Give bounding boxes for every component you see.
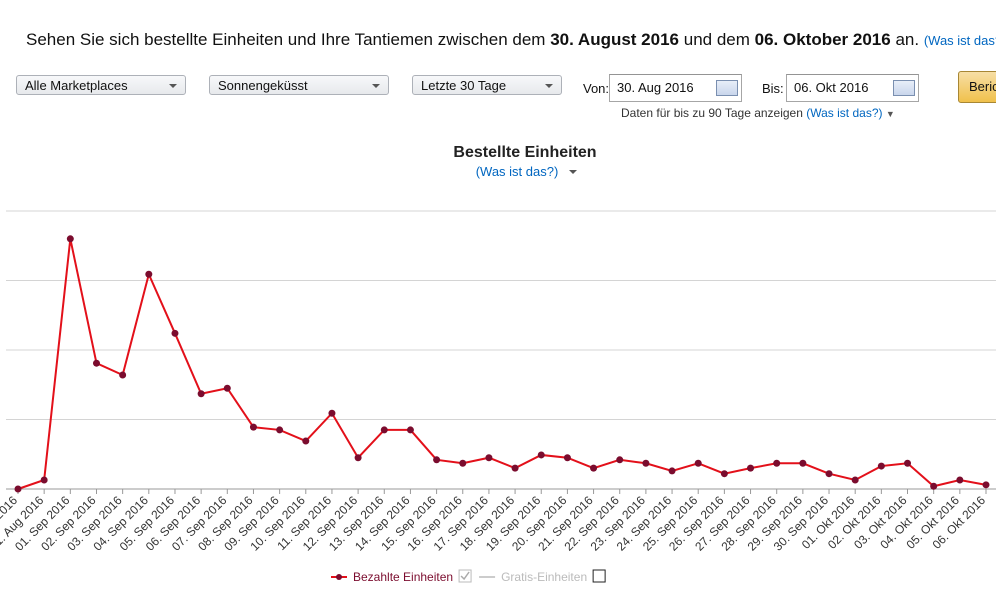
select-text: Sonnengeküsst xyxy=(218,78,308,93)
note-text: Daten für bis zu 90 Tage anzeigen xyxy=(621,106,803,120)
data-point xyxy=(511,464,519,472)
data-point xyxy=(825,470,833,478)
data-point xyxy=(249,423,257,431)
data-point xyxy=(14,485,22,493)
data-point xyxy=(197,390,205,398)
data-point xyxy=(485,454,493,462)
data-point xyxy=(851,476,859,484)
legend-label: Gratis-Einheiten xyxy=(501,570,587,584)
legend-checkbox[interactable] xyxy=(592,569,606,583)
data-point xyxy=(877,462,885,470)
button-text: Bericht xyxy=(969,79,996,94)
end-date: 06. Oktober 2016 xyxy=(754,30,891,49)
book-select[interactable]: Sonnengeküsst xyxy=(209,75,389,95)
marketplace-select[interactable]: Alle Marketplaces xyxy=(16,75,186,95)
data-point xyxy=(799,459,807,467)
legend-item[interactable]: Bezahlte Einheiten xyxy=(331,569,472,584)
days-note: Daten für bis zu 90 Tage anzeigen (Was i… xyxy=(621,106,895,120)
data-point xyxy=(302,437,310,445)
data-point xyxy=(904,459,912,467)
calendar-icon[interactable] xyxy=(716,80,738,96)
from-label: Von: xyxy=(583,81,610,96)
data-point xyxy=(380,426,388,434)
from-input[interactable]: 30. Aug 2016 xyxy=(609,74,742,102)
data-point xyxy=(773,459,781,467)
help-link[interactable]: (Was ist das?) xyxy=(923,33,996,48)
legend-item[interactable]: Gratis-Einheiten xyxy=(479,569,606,584)
to-input[interactable]: 06. Okt 2016 xyxy=(786,74,919,102)
data-point xyxy=(171,329,179,337)
legend-marker xyxy=(336,574,342,580)
header-text: an. xyxy=(895,30,920,49)
data-point xyxy=(930,482,938,490)
data-point xyxy=(956,476,964,484)
header: Sehen Sie sich bestellte Einheiten und I… xyxy=(26,30,996,50)
legend-label: Bezahlte Einheiten xyxy=(353,570,453,584)
to-label: Bis: xyxy=(762,81,784,96)
data-point xyxy=(145,270,153,278)
calendar-icon[interactable] xyxy=(893,80,915,96)
data-point xyxy=(92,359,100,367)
data-point xyxy=(982,481,990,489)
caret: ▼ xyxy=(885,109,895,119)
header-text: Sehen Sie sich bestellte Einheiten und I… xyxy=(26,30,546,49)
update-button[interactable]: Bericht xyxy=(958,71,996,103)
start-date: 30. August 2016 xyxy=(550,30,679,49)
data-point xyxy=(223,384,231,392)
data-point xyxy=(406,426,414,434)
series-line xyxy=(17,238,987,490)
legend-checkbox[interactable] xyxy=(458,569,472,583)
range-select[interactable]: Letzte 30 Tage xyxy=(412,75,562,95)
data-point xyxy=(720,470,728,478)
input-text: 06. Okt 2016 xyxy=(794,80,869,95)
data-point xyxy=(616,456,624,464)
select-text: Letzte 30 Tage xyxy=(421,78,507,93)
data-point xyxy=(354,454,362,462)
help-link[interactable]: (Was ist das?) xyxy=(806,106,883,120)
checkmark xyxy=(460,571,470,581)
data-point xyxy=(590,464,598,472)
data-point xyxy=(642,459,650,467)
data-point xyxy=(433,456,441,464)
select-text: Alle Marketplaces xyxy=(25,78,128,93)
data-point xyxy=(66,235,74,243)
input-text: 30. Aug 2016 xyxy=(617,80,694,95)
data-point xyxy=(276,426,284,434)
header-text: und dem xyxy=(683,30,750,49)
data-point xyxy=(40,476,48,484)
data-point xyxy=(747,464,755,472)
data-point xyxy=(668,467,676,475)
data-point xyxy=(694,459,702,467)
data-point xyxy=(119,371,127,379)
data-point xyxy=(537,451,545,459)
chart-title: Bestellte Einheiten xyxy=(453,144,596,161)
data-point xyxy=(459,459,467,467)
caret xyxy=(569,170,577,174)
data-point xyxy=(328,409,336,417)
data-point xyxy=(563,454,571,462)
chart-subtitle[interactable]: (Was ist das?) xyxy=(476,164,559,179)
